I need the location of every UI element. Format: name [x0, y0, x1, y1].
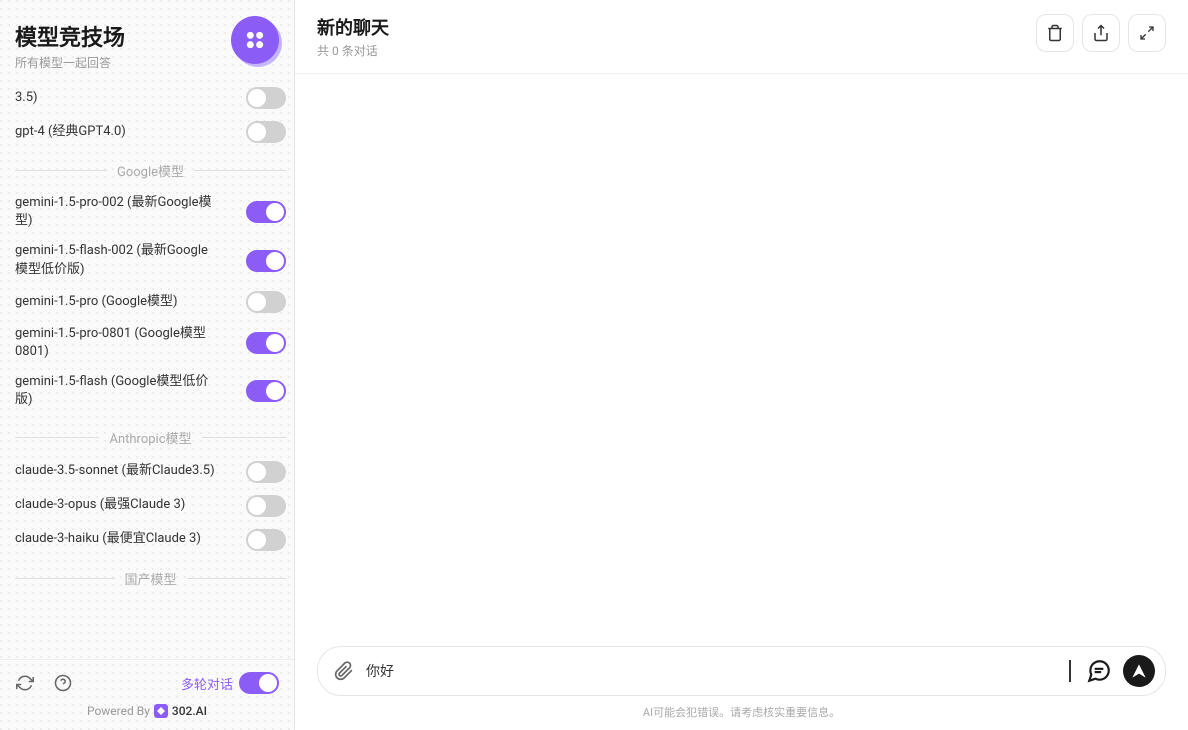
model-label: gemini-1.5-pro (Google模型) [15, 293, 178, 311]
attach-button[interactable] [334, 661, 354, 681]
model-toggle[interactable] [246, 250, 286, 272]
message-input[interactable] [366, 663, 957, 679]
section-divider: Anthropic模型 [15, 428, 286, 447]
model-item: gpt-4 (经典GPT4.0) [15, 115, 286, 149]
subtitle-suffix: 条对话 [342, 44, 378, 58]
model-label: gemini-1.5-flash-002 (最新Google模型低价版) [15, 242, 215, 278]
main-header: 新的聊天 共 0 条对话 [295, 0, 1188, 74]
section-divider: Google模型 [15, 161, 286, 180]
model-list[interactable]: 3.5) gpt-4 (经典GPT4.0) Google模型 gemini-1.5-p… [0, 81, 294, 659]
model-toggle[interactable] [246, 291, 286, 313]
disclaimer: AI可能会犯错误。请考虑核实重要信息。 [295, 704, 1188, 730]
model-item: gemini-1.5-pro (Google模型) [15, 285, 286, 319]
sidebar: 模型竞技场 所有模型一起回答 3.5) gpt-4 (经典GPT4.0) Googl… [0, 0, 295, 730]
chat-body [295, 74, 1188, 636]
expand-icon [1139, 25, 1155, 41]
multi-turn-toggle[interactable]: 多轮对话 [181, 672, 279, 694]
share-button[interactable] [1082, 14, 1120, 52]
model-item: gemini-1.5-pro-0801 (Google模型0801) [15, 319, 286, 367]
model-label: gemini-1.5-pro-002 (最新Google模型) [15, 194, 215, 230]
paperclip-icon [334, 661, 354, 681]
section-label: Google模型 [107, 161, 194, 180]
multi-turn-switch[interactable] [239, 672, 279, 694]
section-label: 国产模型 [115, 569, 187, 588]
send-button[interactable] [1123, 655, 1155, 687]
logo-badge[interactable] [231, 16, 279, 64]
sidebar-header: 模型竞技场 所有模型一起回答 [0, 0, 294, 81]
powered-logo-icon [154, 704, 168, 718]
model-item: 3.5) [15, 81, 286, 115]
suggestions-button[interactable] [1083, 655, 1115, 687]
powered-by-brand: 302.AI [172, 704, 207, 718]
powered-by: Powered By 302.AI [15, 704, 279, 718]
header-actions [1036, 14, 1166, 52]
share-icon [1092, 24, 1110, 42]
multi-turn-label: 多轮对话 [181, 674, 233, 693]
app-title: 模型竞技场 [15, 20, 125, 52]
app-subtitle: 所有模型一起回答 [15, 54, 125, 71]
model-toggle[interactable] [246, 529, 286, 551]
model-item: claude-3.5-sonnet (最新Claude3.5) [15, 455, 286, 489]
model-toggle[interactable] [246, 380, 286, 402]
powered-by-prefix: Powered By [87, 704, 150, 718]
text-cursor [1069, 660, 1071, 682]
model-label: gemini-1.5-pro-0801 (Google模型0801) [15, 325, 215, 361]
delete-button[interactable] [1036, 14, 1074, 52]
section-divider: 国产模型 [15, 569, 286, 588]
model-toggle[interactable] [246, 87, 286, 109]
model-item: claude-3-opus (最强Claude 3) [15, 489, 286, 523]
model-toggle[interactable] [246, 461, 286, 483]
chat-bubble-icon [1086, 658, 1112, 684]
refresh-icon[interactable] [15, 673, 35, 693]
model-label: 3.5) [15, 89, 38, 107]
trash-icon [1046, 24, 1064, 42]
main-panel: 新的聊天 共 0 条对话 [295, 0, 1188, 730]
model-item: gemini-1.5-flash (Google模型低价版) [15, 367, 286, 415]
sidebar-footer: 多轮对话 Powered By 302.AI [0, 659, 294, 730]
model-item: gemini-1.5-flash-002 (最新Google模型低价版) [15, 236, 286, 284]
model-label: gpt-4 (经典GPT4.0) [15, 123, 126, 141]
chat-input-box [317, 646, 1166, 696]
model-label: claude-3.5-sonnet (最新Claude3.5) [15, 462, 215, 480]
expand-button[interactable] [1128, 14, 1166, 52]
chat-input-area [295, 636, 1188, 704]
model-toggle[interactable] [246, 332, 286, 354]
model-item: gemini-1.5-pro-002 (最新Google模型) [15, 188, 286, 236]
help-icon[interactable] [53, 673, 73, 693]
model-toggle[interactable] [246, 201, 286, 223]
logo-icon [241, 26, 269, 54]
subtitle-prefix: 共 [317, 44, 329, 58]
model-label: gemini-1.5-flash (Google模型低价版) [15, 373, 215, 409]
model-label: claude-3-haiku (最便宜Claude 3) [15, 530, 201, 548]
chat-subtitle: 共 0 条对话 [317, 42, 389, 59]
section-label: Anthropic模型 [99, 428, 201, 447]
conversation-count: 0 [332, 44, 339, 58]
chat-title: 新的聊天 [317, 14, 389, 40]
send-icon [1131, 663, 1147, 679]
model-toggle[interactable] [246, 121, 286, 143]
model-toggle[interactable] [246, 495, 286, 517]
model-item: claude-3-haiku (最便宜Claude 3) [15, 523, 286, 557]
model-label: claude-3-opus (最强Claude 3) [15, 496, 185, 514]
